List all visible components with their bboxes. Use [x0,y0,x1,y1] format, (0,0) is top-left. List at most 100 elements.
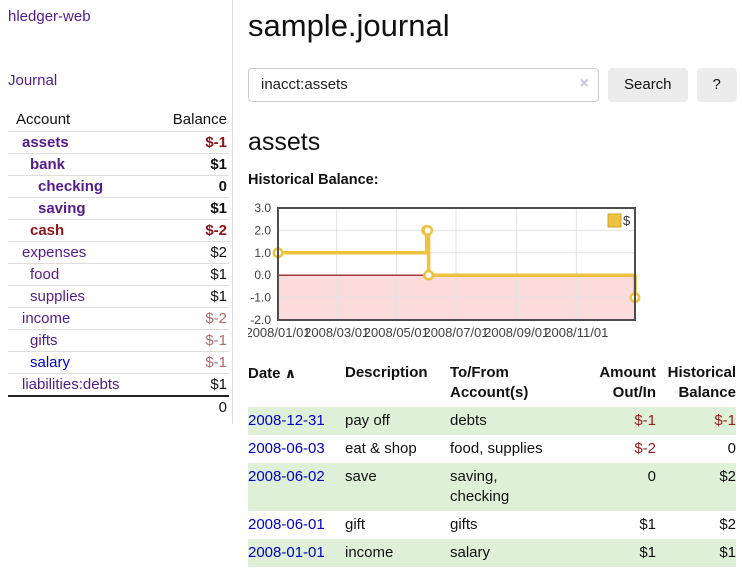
date-header-label: Date [248,365,281,383]
register-accounts-cell: gifts [450,511,584,539]
account-row: supplies $1 [8,285,229,308]
svg-text:0.0: 0.0 [254,269,271,283]
account-balance: $-1 [205,354,227,371]
sidebar-account-link[interactable]: income [22,310,71,327]
sidebar-account-link[interactable]: bank [30,156,66,173]
sidebar-account-link[interactable]: cash [30,222,65,239]
svg-text:3.0: 3.0 [254,202,271,215]
help-button[interactable]: ? [696,67,737,102]
register-balance-cell: $1 [719,544,736,562]
register-description-cell: gift [345,516,366,534]
account-balance: $1 [210,288,227,305]
svg-text:2008/09/01: 2008/09/01 [484,325,549,340]
account-name-cell: supplies [8,286,149,308]
account-row: liabilities:debts $1 [8,373,229,397]
register-accounts-cell: food, supplies [450,435,584,463]
svg-text:2008/01/01: 2008/01/01 [248,325,311,340]
register-accounts-line: debts [450,412,487,430]
register-balance-cell: $2 [719,468,736,486]
account-name-cell: bank [8,154,149,176]
transaction-date-link[interactable]: 2008-06-02 [248,468,325,486]
transaction-date-link[interactable]: 2008-01-01 [248,544,325,562]
header-line: Historical [667,364,736,382]
account-balance: 0 [218,178,227,195]
register-row: 2008-06-03 eat & shop food, supplies $-2 0 [248,435,736,463]
sidebar-account-link[interactable]: expenses [22,244,87,261]
account-balance: $1 [210,266,227,283]
brand-link[interactable]: hledger-web [8,8,91,25]
search-input-wrap: × [248,67,599,102]
account-row: salary $-1 [8,351,229,374]
account-name-cell: assets [8,132,149,154]
register-amount-cell: $1 [639,516,656,534]
sidebar-account-link[interactable]: saving [38,200,86,217]
account-row: gifts $-1 [8,329,229,352]
register-description-cell: income [345,544,394,562]
header-line: Account(s) [450,384,529,402]
sidebar-account-link[interactable]: supplies [30,288,86,305]
account-name-cell: gifts [8,330,149,352]
register-accounts-cell: salary [450,539,584,567]
register-header-amount: Amount Out/In [584,359,656,407]
account-row: checking 0 [8,175,229,198]
account-row: assets $-1 [8,131,229,154]
account-row: income $-2 [8,307,229,330]
svg-text:2.0: 2.0 [254,224,271,238]
header-line: To/From [450,364,509,382]
search-input[interactable] [248,67,599,102]
register-accounts-cell: saving, checking [450,463,584,511]
chart-title: Historical Balance: [248,172,379,189]
register-balance-cell: $2 [719,516,736,534]
header-line: Amount [599,364,656,382]
transaction-date-link[interactable]: 2008-12-31 [248,412,325,430]
account-balance: $-2 [205,310,227,327]
sidebar-account-link[interactable]: checking [38,178,104,195]
sidebar-account-link[interactable]: salary [30,354,71,371]
register-balance-cell: 0 [727,440,736,458]
account-name-cell: checking [8,176,149,198]
account-row: expenses $2 [8,241,229,264]
svg-text:-2.0: -2.0 [250,313,271,327]
account-row: saving $1 [8,197,229,220]
sidebar-account-link[interactable]: food [30,266,60,283]
account-balance: $1 [210,156,227,173]
register-description-cell: eat & shop [345,440,417,458]
search-form: × Search ? [248,67,742,102]
register-date-cell: 2008-06-02 [248,463,345,511]
account-name-cell: liabilities:debts [8,374,149,397]
register-header-account: To/From Account(s) [450,359,584,407]
register-description-cell: pay off [345,412,390,430]
search-button[interactable]: Search [608,67,688,102]
sidebar-account-link[interactable]: liabilities:debts [22,376,120,393]
historical-balance-chart[interactable]: $3.0 2.0 1.0 0.0 -1.0 -2.02008/01/012008/03/0… [248,202,660,347]
register-header-date[interactable]: Date ∧ [248,359,345,407]
header-line: Out/In [612,384,656,402]
register-row: 2008-06-01 gift gifts $1 $2 [248,511,736,539]
page-title: sample.journal [248,8,450,43]
account-balance: $1 [210,200,227,217]
transaction-date-link[interactable]: 2008-06-03 [248,440,325,458]
transaction-date-link[interactable]: 2008-06-01 [248,516,325,534]
clear-search-icon[interactable]: × [579,74,589,92]
sidebar: hledger-web Journal Account Balance asse… [0,0,233,424]
svg-text:2008/05/01: 2008/05/01 [364,325,429,340]
account-name-cell: cash [8,220,149,242]
account-balance: $1 [210,376,227,393]
register-accounts-line: salary [450,544,491,562]
sidebar-item-journal[interactable]: Journal [8,72,58,89]
svg-text:$: $ [623,213,631,228]
svg-text:2008/03/01: 2008/03/01 [304,325,369,340]
register-accounts-line: food, supplies [450,440,543,458]
sidebar-account-link[interactable]: assets [22,134,69,151]
svg-text:-1.0: -1.0 [250,291,271,305]
account-balance: $-1 [205,134,227,151]
sidebar-account-link[interactable]: gifts [30,332,58,349]
account-name-cell: expenses [8,242,149,264]
account-row: cash $-2 [8,219,229,242]
register-accounts-line: checking [450,488,510,506]
header-line: Balance [678,384,736,402]
account-name-cell: food [8,264,149,286]
account-balance: $2 [210,244,227,261]
register-date-cell: 2008-01-01 [248,539,345,567]
